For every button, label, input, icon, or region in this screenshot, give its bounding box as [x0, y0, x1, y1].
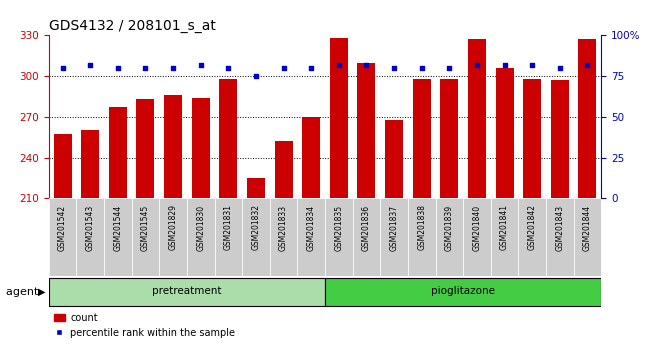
- Point: [472, 62, 482, 68]
- Bar: [380, 198, 408, 276]
- Bar: [523, 79, 541, 198]
- Point: [389, 65, 399, 71]
- Text: GSM201542: GSM201542: [58, 205, 67, 251]
- Bar: [164, 95, 182, 198]
- Point: [554, 65, 565, 71]
- Point: [140, 65, 151, 71]
- Text: GSM201843: GSM201843: [555, 205, 564, 251]
- Bar: [325, 198, 352, 276]
- Bar: [274, 141, 292, 198]
- Bar: [302, 117, 320, 198]
- Bar: [352, 198, 380, 276]
- Text: GSM201844: GSM201844: [583, 205, 592, 251]
- Bar: [408, 198, 436, 276]
- Point: [361, 62, 372, 68]
- Text: GSM201839: GSM201839: [445, 205, 454, 251]
- Text: GSM201840: GSM201840: [473, 205, 482, 251]
- Point: [417, 65, 427, 71]
- Bar: [325, 278, 601, 306]
- Bar: [358, 63, 376, 198]
- Bar: [519, 198, 546, 276]
- Bar: [578, 40, 597, 198]
- Point: [444, 65, 454, 71]
- Bar: [468, 40, 486, 198]
- Point: [251, 73, 261, 79]
- Point: [306, 65, 317, 71]
- Text: GSM201545: GSM201545: [141, 205, 150, 251]
- Bar: [131, 198, 159, 276]
- Point: [499, 62, 510, 68]
- Bar: [49, 198, 77, 276]
- Point: [168, 65, 178, 71]
- Text: GDS4132 / 208101_s_at: GDS4132 / 208101_s_at: [49, 19, 216, 33]
- Bar: [214, 198, 242, 276]
- Point: [223, 65, 233, 71]
- Bar: [49, 278, 325, 306]
- Text: GSM201837: GSM201837: [389, 205, 398, 251]
- Bar: [192, 98, 210, 198]
- Point: [333, 62, 344, 68]
- Legend: count, percentile rank within the sample: count, percentile rank within the sample: [53, 313, 235, 338]
- Text: GSM201836: GSM201836: [362, 205, 371, 251]
- Text: GSM201544: GSM201544: [113, 205, 122, 251]
- Bar: [436, 198, 463, 276]
- Text: pioglitazone: pioglitazone: [431, 286, 495, 296]
- Bar: [463, 198, 491, 276]
- Bar: [77, 198, 104, 276]
- Text: GSM201543: GSM201543: [86, 205, 95, 251]
- Bar: [491, 198, 519, 276]
- Text: GSM201833: GSM201833: [279, 205, 288, 251]
- Bar: [136, 99, 155, 198]
- Bar: [187, 198, 214, 276]
- Bar: [219, 79, 237, 198]
- Bar: [81, 130, 99, 198]
- Bar: [298, 198, 325, 276]
- Bar: [546, 198, 573, 276]
- Point: [582, 62, 593, 68]
- Text: GSM201831: GSM201831: [224, 205, 233, 251]
- Text: GSM201842: GSM201842: [528, 205, 537, 251]
- Bar: [573, 198, 601, 276]
- Text: GSM201834: GSM201834: [307, 205, 316, 251]
- Point: [57, 65, 68, 71]
- Point: [196, 62, 206, 68]
- Bar: [53, 135, 72, 198]
- Bar: [109, 107, 127, 198]
- Text: ▶: ▶: [38, 287, 46, 297]
- Bar: [270, 198, 298, 276]
- Text: pretreatment: pretreatment: [152, 286, 222, 296]
- Text: GSM201835: GSM201835: [334, 205, 343, 251]
- Text: GSM201829: GSM201829: [168, 205, 177, 251]
- Bar: [551, 80, 569, 198]
- Text: GSM201830: GSM201830: [196, 205, 205, 251]
- Text: GSM201838: GSM201838: [417, 205, 426, 251]
- Text: GSM201841: GSM201841: [500, 205, 509, 251]
- Bar: [385, 120, 403, 198]
- Bar: [159, 198, 187, 276]
- Text: GSM201832: GSM201832: [252, 205, 261, 251]
- Point: [278, 65, 289, 71]
- Point: [112, 65, 123, 71]
- Bar: [495, 68, 514, 198]
- Bar: [242, 198, 270, 276]
- Bar: [330, 38, 348, 198]
- Bar: [247, 178, 265, 198]
- Bar: [440, 79, 458, 198]
- Bar: [413, 79, 431, 198]
- Bar: [104, 198, 131, 276]
- Point: [85, 62, 96, 68]
- Text: agent: agent: [6, 287, 42, 297]
- Point: [527, 62, 538, 68]
